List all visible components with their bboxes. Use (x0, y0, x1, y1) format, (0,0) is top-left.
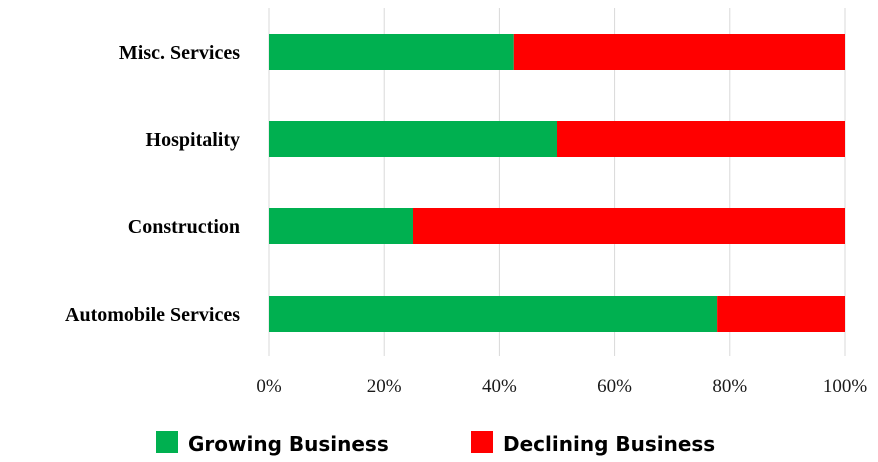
legend-swatch (471, 431, 493, 453)
legend-label: Declining Business (503, 432, 715, 456)
bar-segment (269, 296, 718, 332)
category-label: Misc. Services (119, 42, 240, 64)
bar-segment (269, 121, 557, 157)
x-tick-label: 20% (367, 376, 402, 397)
bar-segment (269, 208, 413, 244)
x-tick-label: 40% (482, 376, 517, 397)
category-label: Hospitality (146, 129, 240, 151)
bar-segment (413, 208, 845, 244)
legend: Growing Business Declining Business (156, 431, 715, 456)
category-label: Automobile Services (65, 304, 240, 326)
x-tick-label: 60% (597, 376, 632, 397)
bar-segment (269, 34, 514, 70)
bar-segment (557, 121, 845, 157)
x-tick-label: 80% (712, 376, 747, 397)
x-tick-label: 0% (256, 376, 282, 397)
legend-label: Growing Business (188, 432, 389, 456)
x-tick-label: 100% (823, 376, 868, 397)
category-label: Construction (128, 216, 240, 238)
bar-layer (269, 34, 845, 332)
legend-swatch (156, 431, 178, 453)
bar-segment (717, 296, 845, 332)
category-labels: Misc. Services Hospitality Construction Aut… (65, 42, 240, 326)
x-axis-tick-labels: 0% 20% 40% 60% 80% 100% (256, 376, 867, 397)
bar-segment (513, 34, 845, 70)
